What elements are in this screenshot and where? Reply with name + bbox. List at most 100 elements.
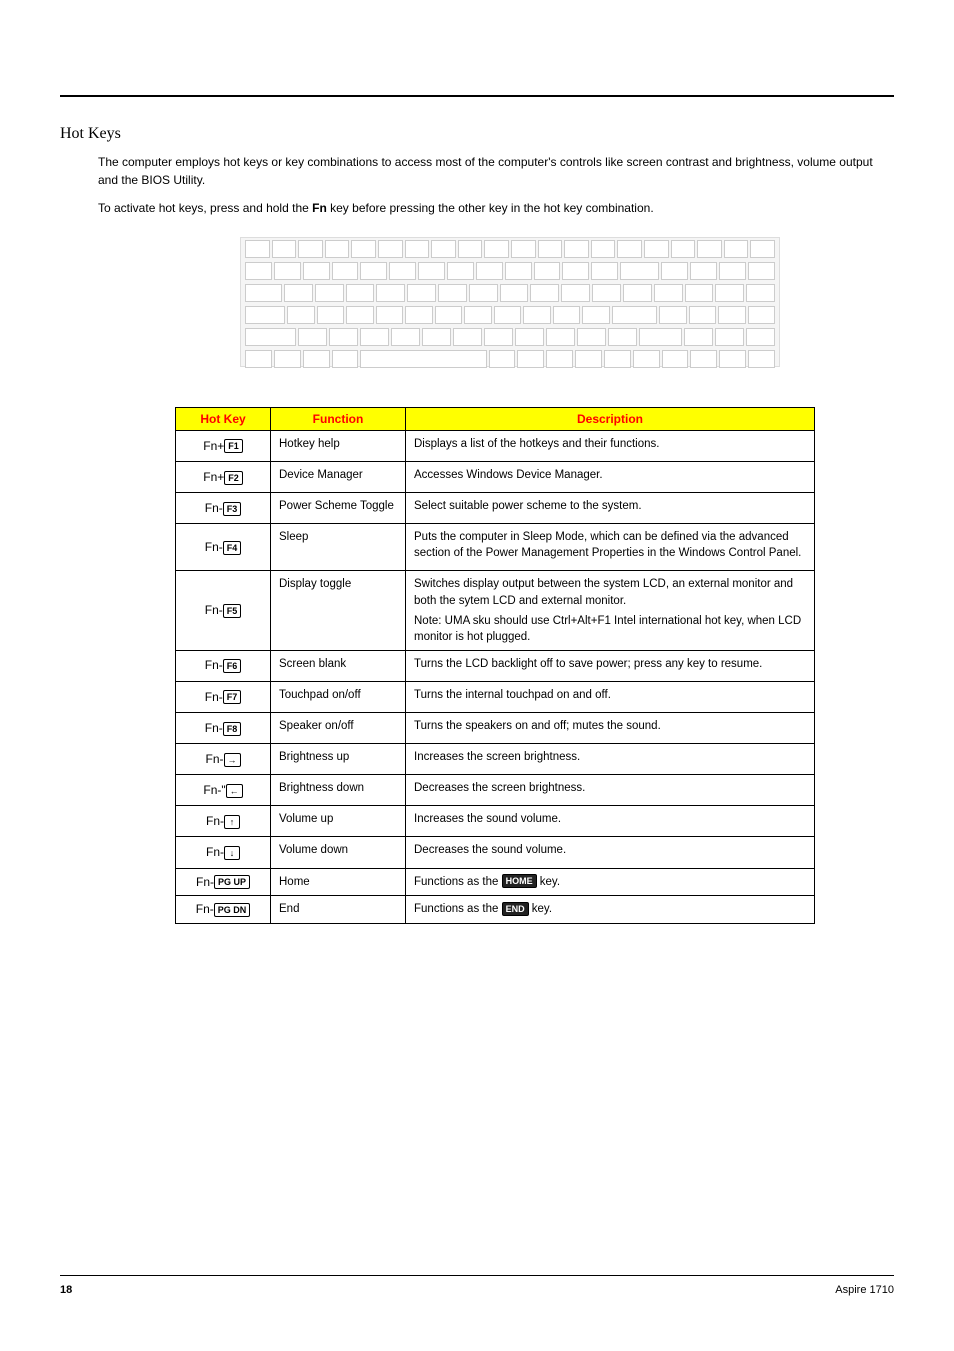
hotkey-cell: Fn-F4 (176, 524, 271, 571)
hotkey-prefix: Fn- (196, 875, 214, 889)
hotkey-cell: Fn-F3 (176, 493, 271, 524)
description-cell: Functions as the END key. (406, 896, 815, 924)
hotkey-cell: Fn-→ (176, 744, 271, 775)
desc-text: Increases the sound volume. (414, 811, 806, 827)
keycap-icon: ↓ (224, 846, 240, 860)
hotkey-prefix: Fn- (205, 540, 223, 554)
keycap-icon: F8 (223, 722, 242, 736)
hotkey-prefix: Fn+ (203, 439, 224, 453)
desc-text: Turns the speakers on and off; mutes the… (414, 718, 806, 734)
keycap-icon: → (224, 753, 241, 767)
hotkey-cell: Fn-PG DN (176, 896, 271, 924)
keycap-icon: PG DN (214, 903, 251, 917)
table-row: Fn-F8Speaker on/off Turns the speakers on… (176, 713, 815, 744)
hotkey-prefix: Fn- (206, 814, 224, 828)
description-cell: Increases the screen brightness. (406, 744, 815, 775)
desc-text: Increases the screen brightness. (414, 749, 806, 765)
intro-text-1: The computer employs hot keys or key com… (98, 155, 873, 187)
keycap-icon: F2 (224, 471, 243, 485)
function-cell: Hotkey help (271, 431, 406, 462)
th-description: Description (406, 408, 815, 431)
table-row: Fn-F7Touchpad on/offTurns the internal t… (176, 681, 815, 712)
keycap-icon: PG UP (214, 875, 250, 889)
hotkey-cell: Fn+F2 (176, 462, 271, 493)
footer-model: Aspire 1710 (835, 1284, 894, 1296)
table-row: Fn-→Brightness upIncreases the screen br… (176, 744, 815, 775)
description-cell: Accesses Windows Device Manager. (406, 462, 815, 493)
function-cell: Volume up (271, 806, 406, 837)
hotkey-cell: Fn-"← (176, 775, 271, 806)
hotkey-prefix: Fn+ (203, 470, 224, 484)
fn-key-bold: Fn (312, 201, 327, 215)
table-row: Fn-PG DNEndFunctions as the END key. (176, 896, 815, 924)
function-cell: Screen blank (271, 650, 406, 681)
description-cell: Select suitable power scheme to the syst… (406, 493, 815, 524)
function-cell: Volume down (271, 837, 406, 868)
function-cell: Sleep (271, 524, 406, 571)
hotkey-prefix: Fn- (205, 690, 223, 704)
hotkey-prefix: Fn- (205, 658, 223, 672)
table-row: Fn-↓Volume downDecreases the sound volum… (176, 837, 815, 868)
table-row: Fn-↑Volume upIncreases the sound volume. (176, 806, 815, 837)
keycap-icon: ← (226, 784, 243, 798)
hotkey-cell: Fn-↑ (176, 806, 271, 837)
function-cell: Brightness up (271, 744, 406, 775)
intro-paragraph-1: The computer employs hot keys or key com… (98, 153, 894, 189)
description-cell: Decreases the sound volume. (406, 837, 815, 868)
intro-text-2a: To activate hot keys, press and hold the (98, 201, 312, 215)
desc-text: Turns the LCD backlight off to save powe… (414, 656, 806, 672)
keycap-icon: F7 (223, 690, 242, 704)
desc-text: Decreases the sound volume. (414, 842, 806, 858)
page-number: 18 (60, 1284, 72, 1296)
hotkey-cell: Fn-F8 (176, 713, 271, 744)
keyboard-diagram (240, 237, 780, 367)
table-row: Fn-F3Power Scheme ToggleSelect suitable … (176, 493, 815, 524)
function-cell: Brightness down (271, 775, 406, 806)
desc-text: Decreases the screen brightness. (414, 780, 806, 796)
top-rule (60, 95, 894, 97)
hotkey-cell: Fn-F5 (176, 571, 271, 650)
description-cell: Displays a list of the hotkeys and their… (406, 431, 815, 462)
function-cell: Device Manager (271, 462, 406, 493)
desc-text: Accesses Windows Device Manager. (414, 467, 806, 483)
hotkey-cell: Fn-↓ (176, 837, 271, 868)
hotkey-prefix: Fn- (205, 603, 223, 617)
keycap-icon: ↑ (224, 815, 240, 829)
description-cell: Turns the internal touchpad on and off. (406, 681, 815, 712)
table-row: Fn-F5Display toggleSwitches display outp… (176, 571, 815, 650)
table-row: Fn+F1Hotkey helpDisplays a list of the h… (176, 431, 815, 462)
section-title: Hot Keys (60, 125, 894, 143)
hotkey-prefix: Fn- (205, 501, 223, 515)
desc-text-2: Note: UMA sku should use Ctrl+Alt+F1 Int… (414, 613, 806, 645)
keycap-icon: F1 (224, 439, 243, 453)
function-cell: Home (271, 868, 406, 896)
hotkey-cell: Fn-PG UP (176, 868, 271, 896)
desc-text: Switches display output between the syst… (414, 576, 806, 608)
keycap-icon: END (502, 902, 529, 916)
keycap-icon: F5 (223, 604, 242, 618)
th-hotkey: Hot Key (176, 408, 271, 431)
function-cell: Speaker on/off (271, 713, 406, 744)
hotkey-cell: Fn-F7 (176, 681, 271, 712)
description-cell: Puts the computer in Sleep Mode, which c… (406, 524, 815, 571)
desc-pre: Functions as the (414, 876, 502, 888)
function-cell: Display toggle (271, 571, 406, 650)
function-cell: Touchpad on/off (271, 681, 406, 712)
desc-text: Select suitable power scheme to the syst… (414, 498, 806, 514)
desc-text: Puts the computer in Sleep Mode, which c… (414, 529, 806, 561)
keycap-icon: HOME (502, 874, 537, 888)
description-cell: Switches display output between the syst… (406, 571, 815, 650)
hotkey-prefix: Fn- (206, 845, 224, 859)
hotkey-prefix: Fn- (196, 902, 214, 916)
hotkey-cell: Fn+F1 (176, 431, 271, 462)
description-cell: Functions as the HOME key. (406, 868, 815, 896)
description-cell: Increases the sound volume. (406, 806, 815, 837)
table-row: Fn-PG UPHomeFunctions as the HOME key. (176, 868, 815, 896)
description-cell: Turns the speakers on and off; mutes the… (406, 713, 815, 744)
desc-post: key. (537, 876, 560, 888)
function-cell: End (271, 896, 406, 924)
table-row: Fn-"←Brightness down Decreases the screen… (176, 775, 815, 806)
keycap-icon: F6 (223, 659, 242, 673)
hotkey-prefix: Fn- (206, 752, 224, 766)
description-cell: Decreases the screen brightness. (406, 775, 815, 806)
